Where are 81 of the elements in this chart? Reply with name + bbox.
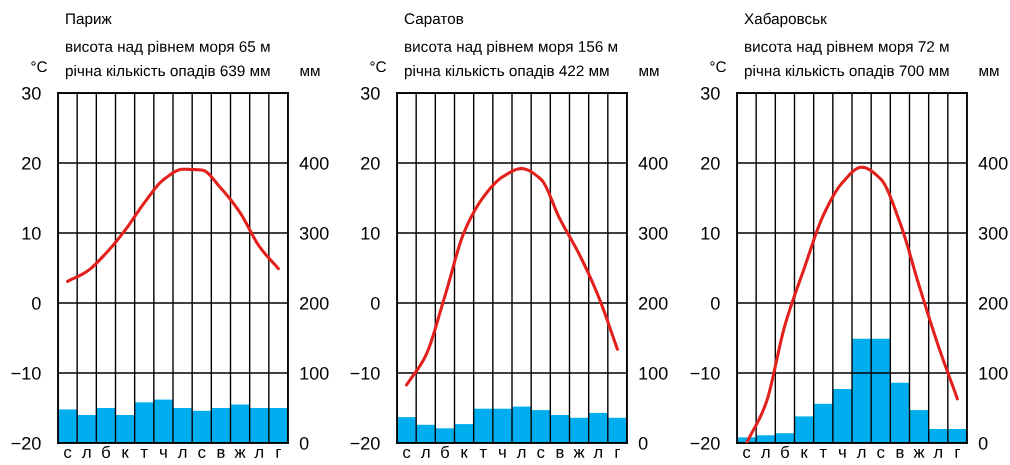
chart-subtitle: висота над рівнем моря 156 м річна кількість опадів 422 мм [404, 40, 617, 80]
y-axis-title: °C [710, 61, 726, 73]
x-tick-label: б [781, 445, 789, 459]
y2-tick-label: 0 [978, 436, 988, 450]
y2-tick-label: 400 [978, 156, 1008, 170]
x-tick-label: л [516, 449, 526, 459]
y2-tick-label: 400 [638, 156, 668, 170]
y-tick-label: −20 [350, 436, 380, 450]
chart-title: Саратов [404, 13, 464, 28]
y2-tick-label: 200 [979, 296, 1008, 310]
x-tick-label: т [479, 449, 487, 458]
y2-axis-title: мм [639, 67, 659, 76]
y-tick-label: 0 [371, 296, 380, 310]
y-tick-label: 30 [700, 86, 720, 100]
y2-tick-label: 100 [979, 366, 1008, 380]
x-tick-label: ж [234, 449, 246, 458]
x-tick-label: ч [839, 449, 846, 458]
y-tick-label: 20 [701, 156, 720, 170]
x-tick-label: л [593, 449, 602, 459]
y-tick-label: 20 [22, 156, 41, 170]
y-tick-label: −10 [690, 366, 720, 380]
y2-axis-title: мм [979, 67, 999, 76]
x-tick-label: г [955, 449, 960, 458]
x-tick-label: к [461, 449, 468, 458]
x-tick-label: т [140, 449, 148, 458]
y2-tick-label: 100 [639, 366, 668, 380]
x-tick-label: ж [573, 449, 585, 458]
y-tick-label: 20 [361, 156, 380, 170]
x-tick-label: в [896, 449, 904, 458]
y-tick-label: 0 [711, 296, 720, 310]
y-tick-label: 0 [32, 296, 41, 310]
x-tick-label: с [877, 448, 885, 459]
y-tick-label: −20 [690, 436, 720, 450]
chart-subtitle: висота над рівнем моря 65 м річна кількість опадів 639 мм [65, 40, 270, 80]
x-tick-label: б [102, 445, 110, 459]
x-tick-label: л [254, 449, 263, 459]
x-tick-label: с [743, 448, 751, 459]
y2-tick-label: 300 [638, 226, 668, 240]
x-tick-label: г [276, 449, 281, 458]
y-tick-label: −20 [11, 436, 41, 450]
y-tick-label: −10 [11, 366, 41, 380]
x-tick-label: с [537, 448, 545, 459]
y2-tick-label: 0 [299, 436, 309, 450]
y2-tick-label: 400 [299, 156, 329, 170]
y2-tick-label: 200 [639, 296, 668, 310]
x-tick-label: ч [160, 449, 167, 458]
y-tick-label: 30 [360, 86, 380, 100]
x-tick-label: т [819, 449, 827, 458]
x-tick-label: с [64, 448, 72, 459]
x-tick-label: л [856, 449, 866, 459]
chart-subtitle: висота над рівнем моря 72 м річна кількість опадів 700 мм [744, 40, 949, 80]
x-tick-label: б [441, 445, 449, 459]
x-tick-label: к [122, 449, 129, 458]
x-tick-label: к [801, 449, 808, 458]
x-tick-label: л [420, 449, 430, 459]
x-tick-label: с [198, 448, 206, 459]
y2-tick-label: 300 [299, 226, 329, 240]
x-tick-label: г [615, 449, 620, 458]
x-tick-label: л [760, 449, 770, 459]
y-tick-label: 10 [22, 226, 41, 240]
y-axis-title: °C [31, 61, 47, 73]
chart-title: Париж [66, 13, 112, 28]
x-tick-label: л [933, 449, 942, 459]
y-axis-title: °C [370, 61, 386, 73]
y2-tick-label: 100 [300, 366, 329, 380]
chart-title: Хабаровськ [744, 12, 827, 28]
x-tick-label: л [177, 449, 187, 459]
y2-tick-label: 300 [978, 226, 1008, 240]
x-tick-label: в [217, 449, 225, 458]
y-tick-label: 30 [21, 86, 41, 100]
x-tick-label: л [81, 449, 91, 459]
y-tick-label: −10 [350, 366, 380, 380]
y-tick-label: 10 [361, 226, 380, 240]
y2-tick-label: 200 [300, 296, 329, 310]
y-tick-label: 10 [701, 226, 720, 240]
y2-tick-label: 0 [638, 436, 648, 450]
x-tick-label: в [556, 449, 564, 458]
x-tick-label: с [403, 448, 411, 459]
x-tick-label: ч [499, 449, 506, 458]
x-tick-label: ж [913, 449, 925, 458]
y2-axis-title: мм [300, 67, 320, 76]
